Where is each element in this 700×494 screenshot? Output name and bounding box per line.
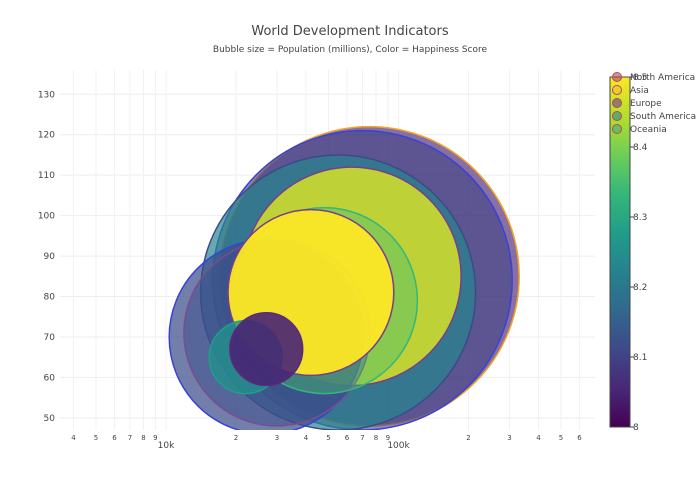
legend-label: Asia <box>630 86 649 96</box>
x-minor-tick-label: 2 <box>466 434 470 442</box>
colorbar-tick-label: 8.5 <box>633 73 647 83</box>
legend: North America Asia Europe South America Ocea… <box>612 72 697 136</box>
x-minor-tick-label: 3 <box>275 434 279 442</box>
bubble-south-america[interactable] <box>229 311 304 387</box>
y-tick-label: 130 <box>38 90 55 100</box>
colorbar-tick-label: 8.1 <box>633 353 647 363</box>
x-minor-tick-label: 4 <box>71 434 76 442</box>
y-tick-label: 110 <box>38 171 55 181</box>
colorbar: 8 8.1 8.2 8.3 8.4 8.5 <box>609 73 648 433</box>
x-minor-tick-label: 8 <box>374 434 378 442</box>
legend-item-europe[interactable]: Europe <box>612 98 663 110</box>
colorbar-tick-label: 8.3 <box>633 213 647 223</box>
legend-item-asia[interactable]: Asia <box>612 85 649 97</box>
y-tick-label: 70 <box>44 333 56 343</box>
legend-label: Europe <box>630 99 662 109</box>
x-minor-tick-label: 3 <box>507 434 511 442</box>
legend-item-north-america[interactable]: North America <box>612 72 696 84</box>
y-tick-label: 100 <box>38 212 55 222</box>
x-minor-tick-label: 6 <box>112 434 117 442</box>
legend-marker <box>612 72 622 82</box>
chart-subtitle: Bubble size = Population (millions), Col… <box>213 45 488 55</box>
x-minor-tick-label: 4 <box>304 434 309 442</box>
x-major-tick-label: 100k <box>387 441 410 451</box>
x-minor-tick-label: 7 <box>360 434 364 442</box>
colorbar-tick-label: 8.4 <box>633 143 648 153</box>
x-minor-tick-label: 5 <box>94 434 98 442</box>
legend-label: North America <box>630 73 695 83</box>
colorbar-gradient <box>610 77 630 427</box>
chart-title: World Development Indicators <box>251 24 448 39</box>
legend-label: South America <box>630 112 696 122</box>
x-minor-tick-label: 5 <box>326 434 330 442</box>
y-tick-label: 120 <box>38 131 55 141</box>
x-minor-tick-label: 6 <box>345 434 350 442</box>
bubble-layer <box>168 125 520 430</box>
x-minor-tick-label: 2 <box>234 434 238 442</box>
colorbar-tick-label: 8 <box>633 423 639 433</box>
x-minor-tick-label: 9 <box>386 434 390 442</box>
x-minor-tick-label: 6 <box>577 434 582 442</box>
x-major-tick-label: 10k <box>158 441 175 451</box>
x-minor-tick-label: 9 <box>153 434 157 442</box>
legend-item-oceania[interactable]: Oceania <box>612 124 667 136</box>
y-tick-label: 80 <box>44 293 56 303</box>
y-tick-label: 90 <box>44 252 56 262</box>
x-minor-tick-label: 4 <box>536 434 541 442</box>
legend-marker <box>612 85 622 95</box>
x-minor-tick-label: 8 <box>141 434 145 442</box>
legend-marker <box>612 124 622 134</box>
legend-marker <box>612 98 622 108</box>
x-minor-tick-label: 7 <box>128 434 132 442</box>
y-tick-label: 60 <box>44 373 56 383</box>
colorbar-tick-label: 8.2 <box>633 283 647 293</box>
legend-label: Oceania <box>630 125 667 135</box>
legend-item-south-america[interactable]: South America <box>612 111 697 123</box>
y-tick-label: 50 <box>44 414 56 424</box>
x-minor-tick-label: 5 <box>559 434 563 442</box>
legend-marker <box>612 111 622 121</box>
